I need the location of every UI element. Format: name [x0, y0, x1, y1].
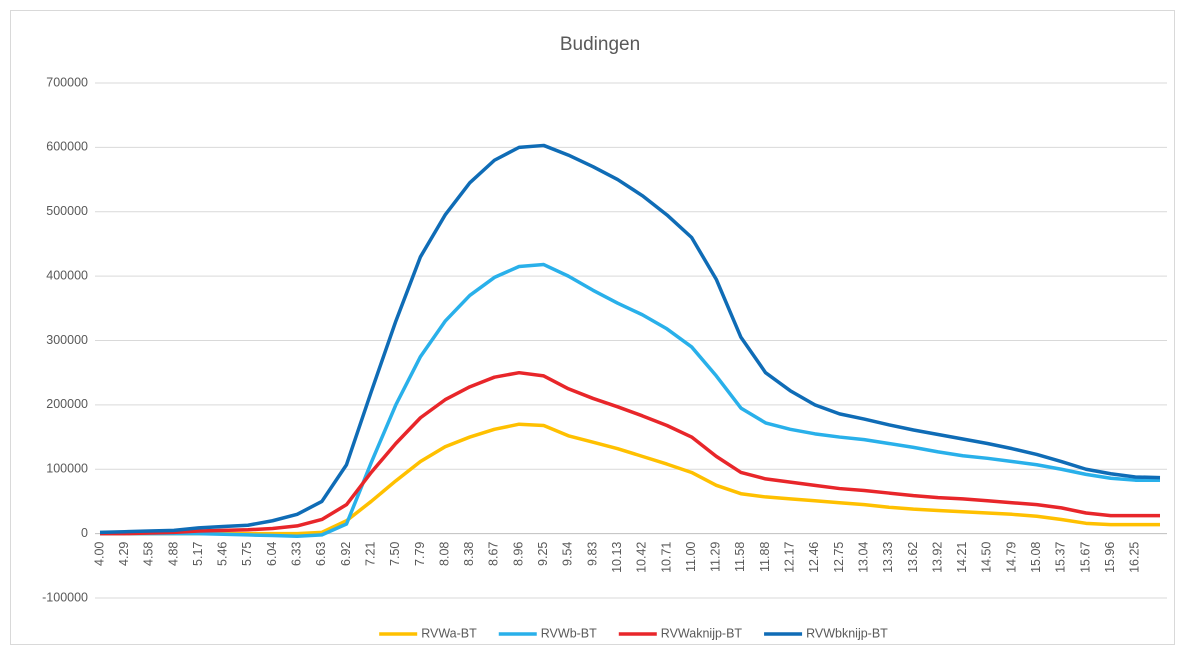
- x-tick-label: 8.08: [437, 542, 451, 566]
- x-tick-label: 14.21: [955, 542, 969, 573]
- series-line: [100, 370, 1160, 536]
- x-tick-label: 13.33: [881, 542, 895, 573]
- y-tick-label: 300000: [46, 333, 88, 347]
- x-tick-label: 13.92: [930, 542, 944, 573]
- y-tick-label: 100000: [46, 462, 88, 476]
- x-tick-label: 4.58: [142, 542, 156, 566]
- x-tick-label: 11.29: [709, 542, 723, 572]
- chart-border: [10, 10, 1175, 645]
- series-line: [99, 143, 1161, 535]
- x-tick-label: 7.79: [413, 542, 427, 566]
- x-tick-label: 12.75: [832, 542, 846, 573]
- x-tick-label: 16.25: [1128, 542, 1142, 573]
- x-tick-label: 5.17: [191, 542, 205, 566]
- x-tick-label: 10.13: [610, 542, 624, 573]
- x-tick-label: 12.17: [783, 542, 797, 573]
- x-tick-label: 5.75: [240, 542, 254, 566]
- x-tick-label: 8.96: [511, 542, 525, 566]
- x-tick-label: 15.37: [1054, 542, 1068, 573]
- x-tick-label: 11.58: [733, 542, 747, 572]
- x-tick-label: 6.33: [290, 542, 304, 566]
- x-tick-label: 13.04: [856, 542, 870, 573]
- x-tick-label: 5.46: [216, 542, 230, 566]
- x-tick-label: 6.63: [314, 542, 328, 566]
- y-tick-label: 500000: [46, 204, 88, 218]
- x-tick-label: 8.38: [462, 542, 476, 566]
- x-tick-label: 11.88: [758, 542, 772, 572]
- x-tick-label: 10.71: [659, 542, 673, 573]
- x-tick-label: 12.46: [807, 542, 821, 573]
- x-tick-label: 6.92: [339, 542, 353, 566]
- y-tick-label: 700000: [46, 75, 88, 89]
- legend: RVWa-BT RVWb-BT RVWaknijp-BT RVWbknijp-BT: [379, 626, 888, 640]
- x-tick-label: 15.96: [1103, 542, 1117, 573]
- legend-label: RVWb-BT: [541, 626, 597, 640]
- legend-label: RVWaknijp-BT: [661, 626, 743, 640]
- legend-label: RVWa-BT: [421, 626, 477, 640]
- x-tick-label: 11.00: [684, 542, 698, 572]
- x-tick-label: 15.67: [1078, 542, 1092, 573]
- y-tick-label: 400000: [46, 268, 88, 282]
- x-tick-label: 14.50: [980, 542, 994, 573]
- chart-title: Budingen: [560, 34, 640, 55]
- x-tick-label: 6.04: [265, 542, 279, 566]
- x-tick-label: 9.54: [561, 542, 575, 566]
- x-tick-label: 10.42: [635, 542, 649, 573]
- x-tick-label: 8.67: [487, 542, 501, 566]
- x-tick-label: 13.62: [906, 542, 920, 573]
- x-tick-label: 4.00: [92, 542, 106, 566]
- x-tick-label: 15.08: [1029, 542, 1043, 573]
- x-tick-label: 9.25: [536, 542, 550, 566]
- series-line: [100, 262, 1160, 538]
- series-line: [100, 422, 1160, 536]
- legend-label: RVWbknijp-BT: [806, 626, 888, 640]
- y-tick-label: 200000: [46, 397, 88, 411]
- y-tick-label: 600000: [46, 140, 88, 154]
- x-tick-label: 7.21: [363, 542, 377, 566]
- x-tick-label: 7.50: [388, 542, 402, 566]
- y-tick-label: 0: [81, 526, 88, 540]
- x-tick-label: 4.29: [117, 542, 131, 566]
- x-tick-label: 9.83: [585, 542, 599, 566]
- x-tick-label: 4.88: [166, 542, 180, 566]
- x-tick-label: 14.79: [1004, 542, 1018, 573]
- y-tick-label: -100000: [42, 590, 88, 604]
